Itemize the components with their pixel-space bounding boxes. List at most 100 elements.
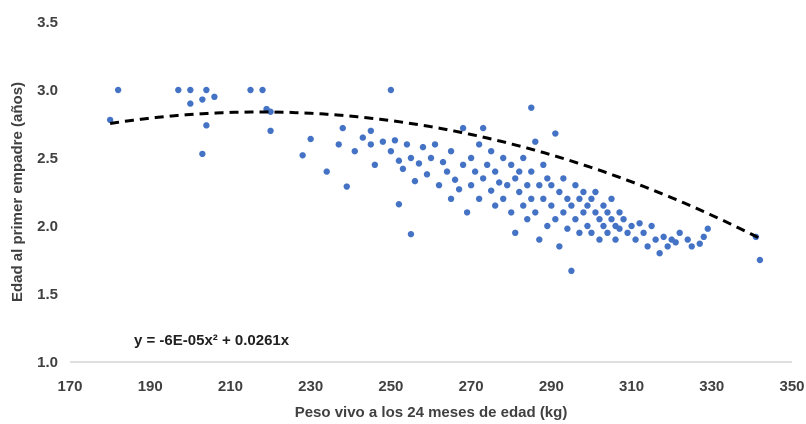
data-point [475, 195, 483, 202]
x-tick-label: 290 [539, 378, 564, 395]
data-point [520, 154, 527, 162]
data-point [576, 195, 583, 202]
data-point [259, 86, 266, 94]
x-tick-label: 330 [699, 378, 724, 395]
data-point [588, 229, 595, 236]
data-point [487, 187, 495, 194]
data-point [516, 188, 523, 196]
data-point [267, 108, 274, 115]
data-point [576, 229, 583, 236]
data-point [660, 233, 667, 241]
data-point [616, 225, 623, 232]
data-point [203, 86, 210, 94]
trendline [109, 110, 761, 240]
y-tick-label: 3.0 [37, 82, 58, 99]
data-point [359, 134, 367, 141]
data-point [367, 127, 375, 134]
data-point [528, 104, 535, 111]
data-point [387, 148, 395, 155]
data-point [431, 141, 439, 148]
x-tick-label: 170 [57, 378, 82, 395]
x-tick-label: 210 [218, 378, 243, 395]
data-point [560, 209, 567, 216]
data-point [604, 209, 611, 216]
x-axis-ticks: 170 190 210 230 250 270 290 310 330 350 [57, 378, 804, 395]
data-point [351, 148, 358, 155]
data-point [528, 195, 535, 202]
data-point [676, 229, 683, 236]
data-point [411, 177, 419, 185]
data-point [572, 216, 579, 223]
y-tick-label: 1.5 [37, 286, 58, 303]
data-point [483, 161, 491, 168]
data-point [584, 202, 591, 209]
data-point [415, 160, 423, 167]
data-point [544, 222, 551, 230]
data-point [552, 216, 559, 223]
data-point [407, 154, 415, 162]
data-point [307, 135, 314, 143]
data-point [299, 152, 306, 159]
data-point [379, 138, 387, 145]
data-point [479, 175, 487, 182]
y-tick-label: 1.0 [37, 354, 58, 371]
data-point [187, 86, 194, 94]
data-point [508, 161, 515, 168]
data-point [427, 154, 435, 162]
data-point [620, 216, 627, 223]
data-point [423, 171, 431, 178]
data-point [556, 243, 563, 250]
data-point [451, 176, 459, 183]
data-point [640, 229, 647, 236]
data-point [556, 188, 563, 196]
data-point [267, 127, 274, 134]
data-point [487, 148, 495, 155]
data-point [580, 188, 587, 196]
data-point [572, 182, 579, 189]
data-point [512, 229, 519, 236]
data-point [624, 229, 631, 236]
data-point [459, 161, 467, 168]
y-tick-label: 2.5 [37, 150, 58, 167]
data-point [684, 236, 691, 243]
data-point [536, 182, 543, 189]
y-tick-label: 2.0 [37, 218, 58, 235]
data-point [568, 202, 575, 209]
data-point [419, 143, 427, 151]
data-point [584, 222, 591, 230]
data-point [335, 141, 342, 148]
data-point [491, 202, 499, 209]
data-point [491, 168, 499, 175]
data-point [612, 236, 619, 243]
y-tick-label: 3.5 [37, 14, 58, 31]
data-point [520, 202, 527, 209]
data-point [592, 209, 599, 216]
y-axis-title: Edad al primer empadre (años) [9, 82, 26, 302]
data-point [114, 86, 122, 94]
x-axis-title: Peso vivo a los 24 meses de edad (kg) [295, 404, 568, 421]
data-point [560, 175, 567, 182]
data-point [544, 175, 551, 182]
data-point [395, 157, 403, 164]
data-point [455, 186, 463, 193]
data-point [211, 93, 218, 101]
data-point [756, 256, 764, 264]
data-point [616, 209, 623, 216]
data-point [367, 141, 375, 148]
data-point [596, 216, 603, 223]
data-point [540, 161, 547, 168]
data-point [548, 202, 555, 209]
data-point [447, 195, 455, 202]
data-point [608, 216, 615, 223]
data-point [532, 209, 539, 216]
data-point [247, 86, 254, 94]
data-point [656, 250, 663, 257]
data-point [632, 236, 639, 243]
data-point [596, 236, 603, 243]
data-point [339, 124, 346, 132]
data-points [106, 86, 764, 275]
data-point [532, 138, 539, 145]
data-point [652, 236, 659, 243]
data-point [524, 182, 531, 189]
